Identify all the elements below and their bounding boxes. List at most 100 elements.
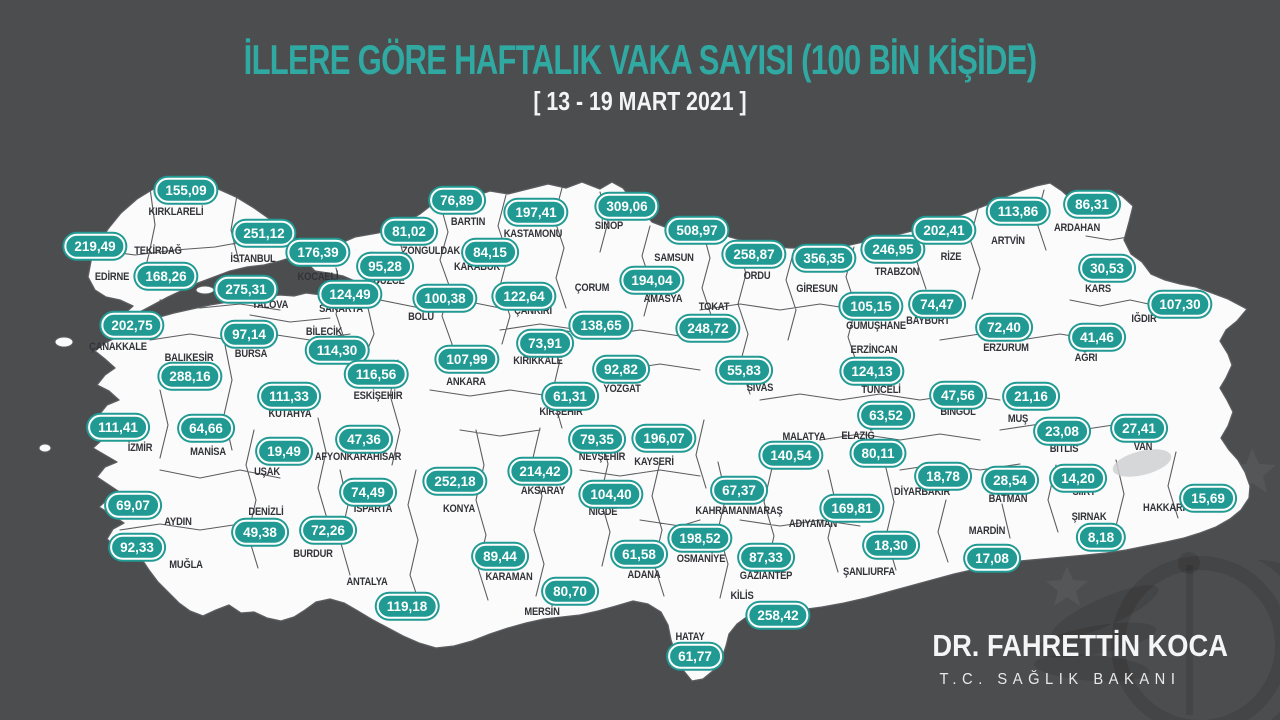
value-badge-mus: 21,16 [1004,383,1058,409]
province-label-bitlis: BİTLİS [1049,443,1079,455]
value-badge-kirikkale: 73,91 [518,330,572,356]
province-label-trabzon: TRABZON [874,266,920,278]
value-badge-duzce: 95,28 [358,253,412,279]
value-badge-afyonkarahisar: 47,36 [337,426,391,452]
province-label-nevsehir: NEVŞEHİR [578,451,626,463]
province-label-hakkari: HAKKARİ [1143,502,1185,514]
minister-name: DR. FAHRETTİN KOCA [932,628,1228,663]
province-label-rize: RİZE [940,251,962,263]
province-label-balikesir: BALIKESİR [164,352,214,364]
value-badge-yozgat: 92,82 [594,356,648,382]
value-badge-kahramanmaras: 67,37 [712,477,766,503]
province-label-afyonkarahisar: AFYONKARAHİSAR [314,451,402,463]
value-badge-canakkale: 202,75 [101,312,163,338]
island-gokceada [54,336,74,348]
province-label-kahramanmaras: KAHRAMANMARAŞ [695,505,783,517]
province-label-artvin: ARTVİN [991,235,1025,247]
value-badge-sanliurfa: 18,30 [864,532,918,558]
value-badge-erzurum: 72,40 [977,314,1031,340]
value-badge-manisa: 64,66 [179,415,233,441]
province-label-kayseri: KAYSERİ [634,456,674,468]
province-label-kastamonu: KASTAMONU [503,228,563,240]
province-label-sivas: SİVAS [746,382,774,394]
value-badge-isparta: 74,49 [341,479,395,505]
value-badge-izmir: 111,41 [88,414,148,440]
value-badge-karaman: 89,44 [473,543,527,569]
province-label-nigde: NİĞDE [588,506,618,518]
province-label-ordu: ORDU [743,270,771,282]
value-badge-cankiri: 122,64 [493,283,555,309]
province-label-kirsehir: KIRŞEHİR [539,406,583,418]
emblem-ring [1111,556,1280,720]
value-badge-kocaeli: 176,39 [287,239,349,265]
province-label-sanliurfa: ŞANLIURFA [843,566,895,578]
value-badge-yalova: 275,31 [215,276,277,302]
province-label-diyarbakir: DİYARBAKIR [893,486,951,498]
emblem-staff-knob [1178,552,1200,574]
province-label-kirikkale: KIRIKKALE [513,355,563,367]
value-badge-hatay: 61,77 [668,643,722,669]
value-badge-samsun: 508,97 [666,217,728,243]
value-badge-adiyaman: 169,81 [821,495,883,521]
value-badge-rize: 202,41 [913,217,975,243]
value-badge-mersin: 80,70 [543,578,597,604]
emblem-staff [1186,565,1193,715]
value-badge-sivas: 55,83 [717,357,771,383]
province-label-karaman: KARAMAN [485,571,533,583]
value-badge-gumushane: 105,15 [840,293,902,319]
value-badge-balikesir: 288,16 [159,363,221,389]
province-label-bayburt: BAYBURT [906,315,950,327]
province-label-sirnak: ŞIRNAK [1071,511,1107,523]
province-label-hatay: HATAY [675,631,705,643]
province-label-bolu: BOLU [408,311,434,323]
value-badge-usak: 19,49 [257,438,311,464]
value-badge-agri: 41,46 [1070,324,1124,350]
emblem-wing-1 [1051,585,1159,639]
province-label-igdir: IĞDIR [1131,313,1157,325]
province-label-tokat: TOKAT [698,301,730,313]
province-label-mugla: MUĞLA [169,559,203,571]
value-badge-ardahan: 86,31 [1065,191,1119,217]
province-label-izmir: İZMİR [127,442,153,454]
value-badge-kayseri: 196,07 [633,425,695,451]
province-label-yozgat: YOZGAT [603,383,641,395]
value-badge-tokat: 248,72 [677,315,739,341]
province-label-kutahya: KÜTAHYA [268,408,312,420]
value-badge-van: 27,41 [1112,415,1166,441]
value-badge-bursa: 97,14 [222,321,276,347]
province-label-aydin: AYDIN [164,516,192,528]
province-label-samsun: SAMSUN [654,252,694,264]
province-label-bartin: BARTIN [450,216,486,228]
province-label-eskisehir: ESKİŞEHİR [353,390,403,402]
province-label-yalova: YALOVA [251,299,289,311]
province-label-tekirdag: TEKİRDAĞ [134,245,182,257]
value-badge-nevsehir: 79,35 [570,426,624,452]
island-marmara [195,285,215,295]
value-badge-bingol: 47,56 [931,382,985,408]
value-badge-aksaray: 214,42 [509,458,571,484]
province-label-kirklareli: KIRKLARELİ [148,206,204,218]
value-badge-amasya: 194,04 [621,267,683,293]
province-label-usak: UŞAK [254,466,280,478]
value-badge-elazig: 80,11 [851,440,905,466]
province-label-manisa: MANİSA [190,446,226,458]
province-label-mus: MUŞ [1007,413,1029,425]
province-label-mersin: MERSİN [524,606,560,618]
province-label-agri: AĞRI [1074,352,1098,364]
caduceus-watermark [1033,448,1280,720]
province-label-kilis: KİLİS [730,590,754,602]
value-badge-kutahya: 111,33 [259,383,319,409]
province-label-aksaray: AKSARAY [520,485,566,497]
province-label-sinop: SİNOP [594,220,624,232]
value-badge-gaziantep: 87,33 [739,544,793,570]
province-label-batman: BATMAN [988,493,1028,505]
minister-role: T.C. SAĞLIK BAKANI [939,671,1181,688]
value-badge-tekirdag: 168,26 [135,263,197,289]
value-badge-sakarya: 124,49 [319,281,381,307]
value-badge-aydin: 69,07 [106,492,160,518]
value-badge-erzincan: 124,13 [841,358,903,384]
province-label-adiyaman: ADIYAMAN [788,518,838,530]
province-label-canakkale: ÇANAKKALE [89,341,147,353]
value-badge-istanbul: 251,12 [233,220,295,246]
